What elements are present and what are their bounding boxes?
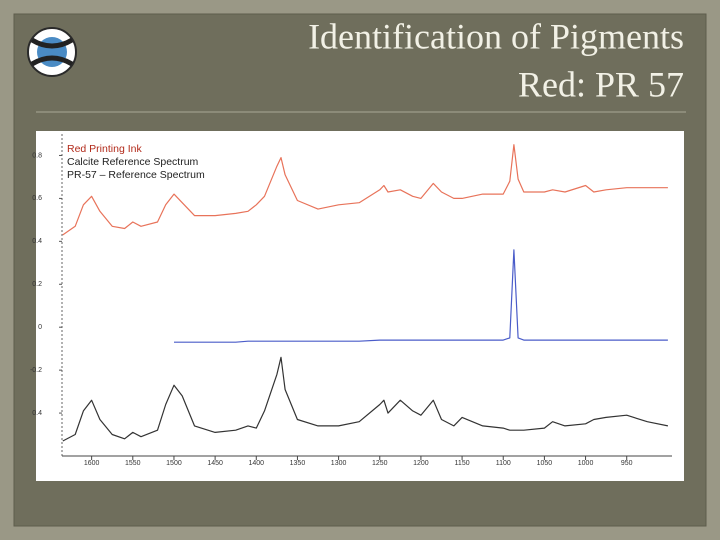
spectrum-line [174,249,668,343]
x-tick-label: 1350 [290,460,306,467]
y-tick-label: 0.2 [32,281,42,288]
y-tick-label: 0.4 [32,410,42,417]
y-tick-label: 0.8 [32,152,42,159]
spectrum-line [62,356,669,442]
y-tick-label: 0.4 [32,238,42,245]
slide-title: Red: PR 57 [518,64,684,104]
x-tick-label: 1150 [455,460,470,467]
x-tick-label: 1500 [166,460,182,467]
logo-stroke [30,37,74,67]
x-tick-label: 1100 [496,460,511,467]
x-tick-label: 950 [621,460,633,467]
logo [27,27,77,77]
y-tick-label: 0 [38,324,42,331]
x-tick-label: 1200 [413,460,429,467]
x-tick-label: 1050 [537,460,553,467]
legend-entry: Red Printing Ink [67,143,142,155]
x-tick-label: 1600 [84,460,100,467]
logo-inner [37,37,67,67]
x-tick-label: 1400 [248,460,264,467]
legend-entry: Calcite Reference Spectrum [67,156,199,168]
spectrum-line [62,144,668,236]
x-tick-label: 1000 [578,460,594,467]
x-tick-label: 1300 [331,460,347,467]
y-tick-label: 0.6 [32,195,42,202]
x-tick-label: 1550 [125,460,141,467]
legend-entry: PR-57 – Reference Spectrum [67,169,205,181]
x-tick-label: 1450 [207,460,223,467]
x-tick-label: 1250 [372,460,388,467]
slide-title: Identification of Pigments [308,16,684,56]
chart-area [36,131,684,481]
y-tick-label: -0.2 [30,367,42,374]
